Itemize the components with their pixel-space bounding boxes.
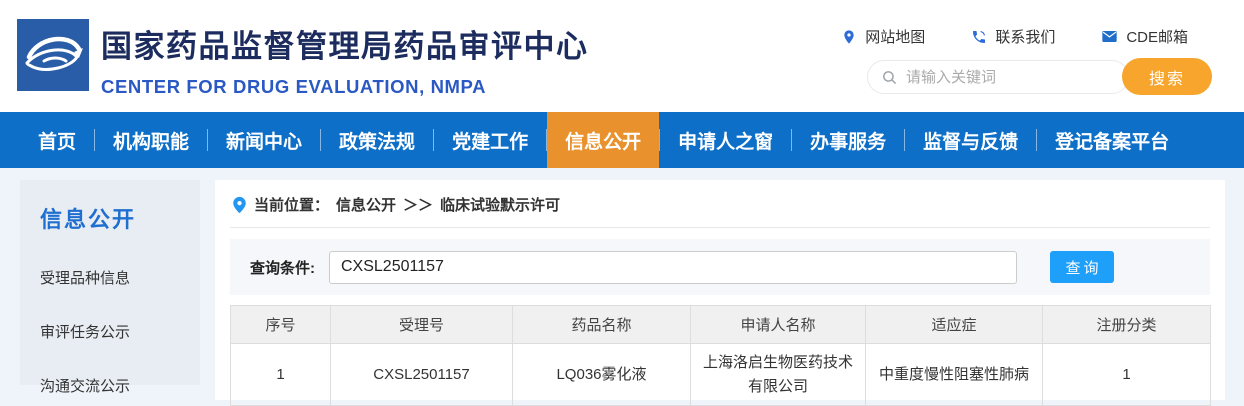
contact-link[interactable]: 联系我们 xyxy=(971,26,1055,47)
sidebar: 信息公开 受理品种信息 审评任务公示 沟通交流公示 xyxy=(20,180,200,395)
nav-item-policies[interactable]: 政策法规 xyxy=(339,131,416,153)
query-condition-label: 查询条件: xyxy=(250,259,315,277)
cde-logo-swoosh-icon xyxy=(17,19,89,91)
nav-divider xyxy=(207,129,209,151)
nav-item-news[interactable]: 新闻中心 xyxy=(226,131,303,153)
query-condition-input[interactable] xyxy=(329,250,1017,284)
site-title-cn: 国家药品监督管理局药品审评中心 xyxy=(101,29,589,64)
col-header-applicant: 申请人名称 xyxy=(690,305,866,344)
cde-logo[interactable] xyxy=(17,19,89,91)
table-row: 1 CXSL2501157 LQ036雾化液 上海洛启生物医药技术有限公司 中重… xyxy=(230,343,1211,406)
breadcrumb-prefix: 当前位置： xyxy=(254,197,330,214)
sitemap-link-label: 网站地图 xyxy=(865,29,926,46)
map-pin-icon xyxy=(844,29,854,44)
sidebar-item-review-tasks[interactable]: 审评任务公示 xyxy=(40,324,131,341)
nav-item-info-disclosure[interactable]: 信息公开 xyxy=(547,112,660,168)
nav-divider xyxy=(904,129,906,151)
col-header-seq: 序号 xyxy=(230,305,331,344)
cell-drug-name: LQ036雾化液 xyxy=(512,343,691,406)
cell-acceptance-no: CXSL2501157 xyxy=(330,343,513,406)
breadcrumb-separator: ＞＞ xyxy=(403,197,434,214)
nav-item-applicant-window[interactable]: 申请人之窗 xyxy=(678,131,774,153)
nav-divider xyxy=(433,129,435,151)
cell-indication: 中重度慢性阻塞性肺病 xyxy=(865,343,1043,406)
search-input[interactable] xyxy=(906,68,1071,86)
col-header-drug-name: 药品名称 xyxy=(512,305,691,344)
site-header: 国家药品监督管理局药品审评中心 CENTER FOR DRUG EVALUATI… xyxy=(0,0,1244,112)
header-quick-links: 网站地图 联系我们 CDE邮箱 xyxy=(841,26,1188,47)
search-button[interactable]: 搜索 xyxy=(1122,58,1212,95)
breadcrumb-section[interactable]: 信息公开 xyxy=(336,197,397,214)
contact-link-label: 联系我们 xyxy=(995,29,1056,46)
search-input-wrapper xyxy=(867,60,1129,94)
cde-mail-link-label: CDE邮箱 xyxy=(1126,29,1188,46)
results-table: 序号 受理号 药品名称 申请人名称 适应症 注册分类 1 CXSL2501157… xyxy=(230,305,1211,406)
nav-item-supervision[interactable]: 监督与反馈 xyxy=(923,131,1019,153)
site-titles: 国家药品监督管理局药品审评中心 CENTER FOR DRUG EVALUATI… xyxy=(101,21,589,98)
table-header-row: 序号 受理号 药品名称 申请人名称 适应症 注册分类 xyxy=(230,305,1211,344)
nav-item-services[interactable]: 办事服务 xyxy=(810,131,887,153)
nav-divider xyxy=(94,129,96,151)
col-header-registration-class: 注册分类 xyxy=(1042,305,1211,344)
mail-icon xyxy=(1102,31,1117,42)
nav-item-registration-platform[interactable]: 登记备案平台 xyxy=(1055,131,1170,153)
nav-divider xyxy=(546,129,548,151)
sitemap-link[interactable]: 网站地图 xyxy=(841,26,925,47)
sidebar-item-accepted-varieties[interactable]: 受理品种信息 xyxy=(40,270,131,287)
sidebar-title-info-disclosure[interactable]: 信息公开 xyxy=(40,207,137,232)
cell-applicant: 上海洛启生物医药技术有限公司 xyxy=(690,343,866,406)
col-header-indication: 适应症 xyxy=(865,305,1043,344)
cell-registration-class: 1 xyxy=(1042,343,1211,406)
search-icon xyxy=(883,70,896,84)
phone-icon xyxy=(973,30,986,43)
nav-divider xyxy=(1036,129,1038,151)
nav-item-party[interactable]: 党建工作 xyxy=(452,131,529,153)
cde-mail-link[interactable]: CDE邮箱 xyxy=(1101,26,1188,47)
nav-divider xyxy=(659,129,661,151)
cell-seq: 1 xyxy=(230,343,331,406)
nav-item-home[interactable]: 首页 xyxy=(38,131,77,153)
sidebar-item-communication[interactable]: 沟通交流公示 xyxy=(40,378,131,395)
nav-divider xyxy=(320,129,322,151)
col-header-acceptance-no: 受理号 xyxy=(330,305,513,344)
location-pin-icon xyxy=(233,196,246,213)
breadcrumb: 当前位置： 信息公开 ＞＞ 临床试验默示许可 xyxy=(230,192,1210,228)
breadcrumb-current: 临床试验默示许可 xyxy=(440,197,561,214)
main-panel: 当前位置： 信息公开 ＞＞ 临床试验默示许可 查询条件: 查询 序号 受理号 药… xyxy=(215,180,1225,406)
main-nav: 首页 机构职能 新闻中心 政策法规 党建工作 信息公开 申请人之窗 办事服务 监… xyxy=(0,112,1244,168)
query-bar: 查询条件: 查询 xyxy=(230,239,1210,295)
header-search: 搜索 xyxy=(867,58,1212,95)
query-button[interactable]: 查询 xyxy=(1050,251,1114,283)
nav-divider xyxy=(791,129,793,151)
nav-item-functions[interactable]: 机构职能 xyxy=(113,131,190,153)
site-title-en: CENTER FOR DRUG EVALUATION, NMPA xyxy=(101,76,487,97)
